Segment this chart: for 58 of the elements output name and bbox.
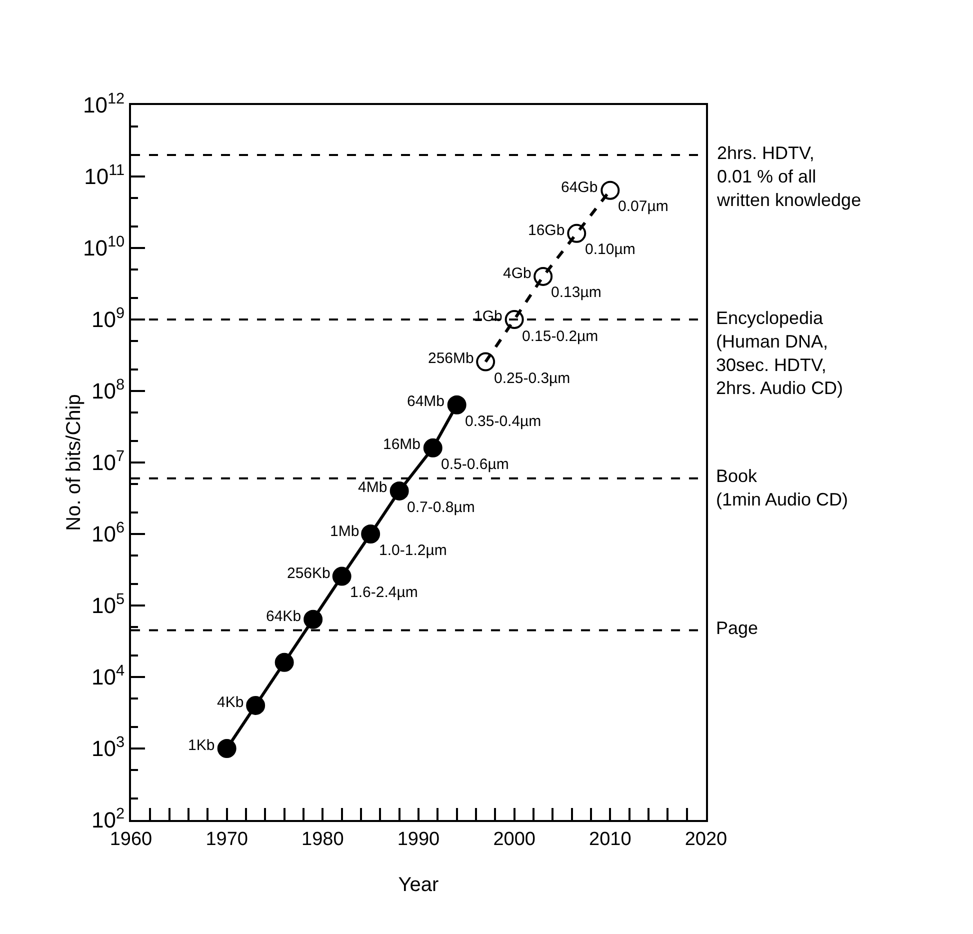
x-tick-label: 1990 bbox=[397, 828, 440, 850]
point bbox=[476, 352, 496, 372]
annotation: 64Kb bbox=[266, 608, 302, 625]
x-tick-label: 2000 bbox=[493, 828, 536, 850]
point bbox=[246, 696, 266, 715]
annotation: 16Gb bbox=[528, 222, 565, 239]
point bbox=[447, 395, 466, 414]
annotation: 256Mb bbox=[428, 350, 474, 367]
ref-line-label: Book (1min Audio CD) bbox=[716, 466, 848, 510]
annotation: 64Mb bbox=[407, 393, 445, 410]
point bbox=[217, 739, 236, 758]
annotation: 0.07µm bbox=[618, 198, 668, 215]
y-tick-label: 10$^{8}$ bbox=[92, 376, 125, 404]
y-tick-label: 10$^{11}$ bbox=[84, 162, 125, 190]
annotation: 0.7-0.8µm bbox=[407, 499, 475, 516]
point bbox=[274, 652, 294, 672]
y-tick-label: 10$^{12}$ bbox=[82, 90, 125, 118]
y-tick-label: 10$^{4}$ bbox=[92, 662, 126, 690]
annotation: 4Gb bbox=[503, 265, 532, 282]
annotation: 1Kb bbox=[188, 737, 215, 754]
annotation: 0.13µm bbox=[551, 284, 602, 301]
point bbox=[390, 481, 409, 500]
annotation: 0.25-0.3µm bbox=[494, 370, 570, 387]
annotation: 1.0-1.2µm bbox=[379, 542, 447, 559]
y-axis-title: No. of bits/Chip bbox=[63, 394, 85, 531]
annotation: 0.15-0.2µm bbox=[522, 328, 598, 345]
annotation: 4Kb bbox=[217, 694, 244, 711]
y-tick-label: 10$^{9}$ bbox=[92, 304, 125, 332]
point bbox=[332, 566, 352, 586]
x-axis-title: Year bbox=[398, 874, 440, 896]
annotation: 64Gb bbox=[561, 179, 598, 196]
annotation: 4Mb bbox=[358, 479, 388, 496]
point bbox=[361, 524, 380, 544]
y-tick-label: 10$^{6}$ bbox=[92, 519, 125, 547]
point bbox=[304, 610, 323, 629]
x-tick-label: 1970 bbox=[206, 828, 248, 850]
x-tick-label: 2020 bbox=[684, 828, 728, 850]
x-tick-label: 1980 bbox=[302, 828, 344, 850]
point bbox=[534, 266, 553, 286]
annotation: 1Mb bbox=[330, 523, 360, 540]
y-tick-label: 10$^{7}$ bbox=[92, 448, 125, 476]
annotation: 0.35-0.4µm bbox=[465, 413, 542, 430]
point bbox=[600, 180, 620, 200]
annotation: 1.6-2.4µm bbox=[350, 584, 418, 601]
ref-line-label: Encyclopedia (Human DNA, 30sec. HDTV, 2hrs. Audio CD) bbox=[716, 308, 844, 398]
ref-line-label: Page bbox=[716, 618, 758, 638]
annotation: 256Kb bbox=[287, 565, 330, 582]
y-tick-label: 10$^{3}$ bbox=[92, 734, 125, 762]
point bbox=[567, 224, 586, 243]
y-tick-label: 10$^{5}$ bbox=[92, 590, 125, 618]
ref-line-label: 2hrs. HDTV, 0.01 % of all written knowledge bbox=[716, 143, 862, 210]
point bbox=[423, 438, 442, 458]
y-tick-label: 10$^{10}$ bbox=[82, 233, 125, 261]
x-tick-label: 2010 bbox=[589, 828, 632, 850]
annotation: 0.10µm bbox=[585, 241, 636, 258]
annotation: 16Mb bbox=[383, 436, 421, 453]
point bbox=[504, 310, 524, 329]
annotation: 0.5-0.6µm bbox=[441, 456, 509, 473]
